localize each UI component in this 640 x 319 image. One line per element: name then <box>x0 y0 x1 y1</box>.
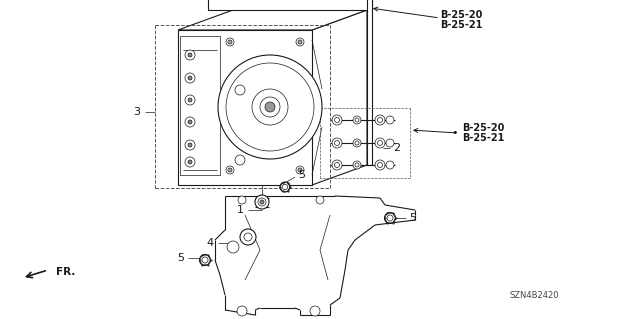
Circle shape <box>353 161 361 169</box>
Circle shape <box>228 168 232 172</box>
Circle shape <box>355 118 359 122</box>
Circle shape <box>235 155 245 165</box>
Circle shape <box>353 116 361 124</box>
Circle shape <box>296 38 304 46</box>
Circle shape <box>387 215 393 221</box>
Circle shape <box>244 233 252 241</box>
Circle shape <box>188 143 192 147</box>
Circle shape <box>335 162 339 167</box>
Circle shape <box>188 160 192 164</box>
Circle shape <box>316 196 324 204</box>
Circle shape <box>378 162 383 167</box>
Circle shape <box>260 97 280 117</box>
Circle shape <box>375 115 385 125</box>
Text: 5: 5 <box>177 253 184 263</box>
Circle shape <box>200 255 211 265</box>
Polygon shape <box>178 30 312 185</box>
Circle shape <box>296 166 304 174</box>
Circle shape <box>226 38 234 46</box>
Circle shape <box>202 257 208 263</box>
Text: B-25-20: B-25-20 <box>462 123 504 133</box>
Text: •: • <box>451 128 458 138</box>
Circle shape <box>188 120 192 124</box>
Circle shape <box>332 138 342 148</box>
Circle shape <box>228 40 232 44</box>
Circle shape <box>185 117 195 127</box>
Circle shape <box>378 140 383 145</box>
Circle shape <box>335 140 339 145</box>
Circle shape <box>386 139 394 147</box>
Text: 5: 5 <box>410 213 417 223</box>
Circle shape <box>235 85 245 95</box>
Circle shape <box>332 115 342 125</box>
Polygon shape <box>180 36 220 175</box>
Circle shape <box>218 55 322 159</box>
Circle shape <box>378 117 383 122</box>
Circle shape <box>260 200 264 204</box>
Circle shape <box>188 98 192 102</box>
Circle shape <box>265 102 275 112</box>
Text: FR.: FR. <box>56 267 76 277</box>
Circle shape <box>332 160 342 170</box>
Text: 5: 5 <box>298 170 305 180</box>
Circle shape <box>258 198 266 206</box>
Text: B-25-21: B-25-21 <box>462 133 504 143</box>
Circle shape <box>386 116 394 124</box>
Circle shape <box>185 95 195 105</box>
Circle shape <box>188 76 192 80</box>
Circle shape <box>226 63 314 151</box>
Text: SZN4B2420: SZN4B2420 <box>510 291 559 300</box>
Circle shape <box>353 139 361 147</box>
Circle shape <box>386 161 394 169</box>
Text: B-25-21: B-25-21 <box>440 20 483 30</box>
Circle shape <box>188 53 192 57</box>
Circle shape <box>185 140 195 150</box>
Circle shape <box>355 141 359 145</box>
Circle shape <box>237 306 247 316</box>
Circle shape <box>252 89 288 125</box>
Circle shape <box>226 166 234 174</box>
Polygon shape <box>208 0 372 10</box>
Circle shape <box>375 160 385 170</box>
Circle shape <box>298 40 302 44</box>
Circle shape <box>227 241 239 253</box>
Circle shape <box>298 168 302 172</box>
Circle shape <box>385 212 396 224</box>
Circle shape <box>238 196 246 204</box>
Polygon shape <box>178 10 367 30</box>
Text: 1: 1 <box>237 205 243 215</box>
Circle shape <box>255 195 269 209</box>
Circle shape <box>185 157 195 167</box>
Polygon shape <box>312 10 367 185</box>
Circle shape <box>375 138 385 148</box>
Circle shape <box>355 163 359 167</box>
Text: 2: 2 <box>394 143 401 153</box>
Text: 3: 3 <box>134 107 141 117</box>
Text: 4: 4 <box>207 238 214 248</box>
Text: B-25-20: B-25-20 <box>440 10 483 20</box>
Circle shape <box>240 229 256 245</box>
Circle shape <box>310 306 320 316</box>
Circle shape <box>280 182 290 192</box>
Circle shape <box>185 50 195 60</box>
Circle shape <box>185 73 195 83</box>
Polygon shape <box>367 0 372 165</box>
Circle shape <box>335 117 339 122</box>
Circle shape <box>282 184 288 190</box>
